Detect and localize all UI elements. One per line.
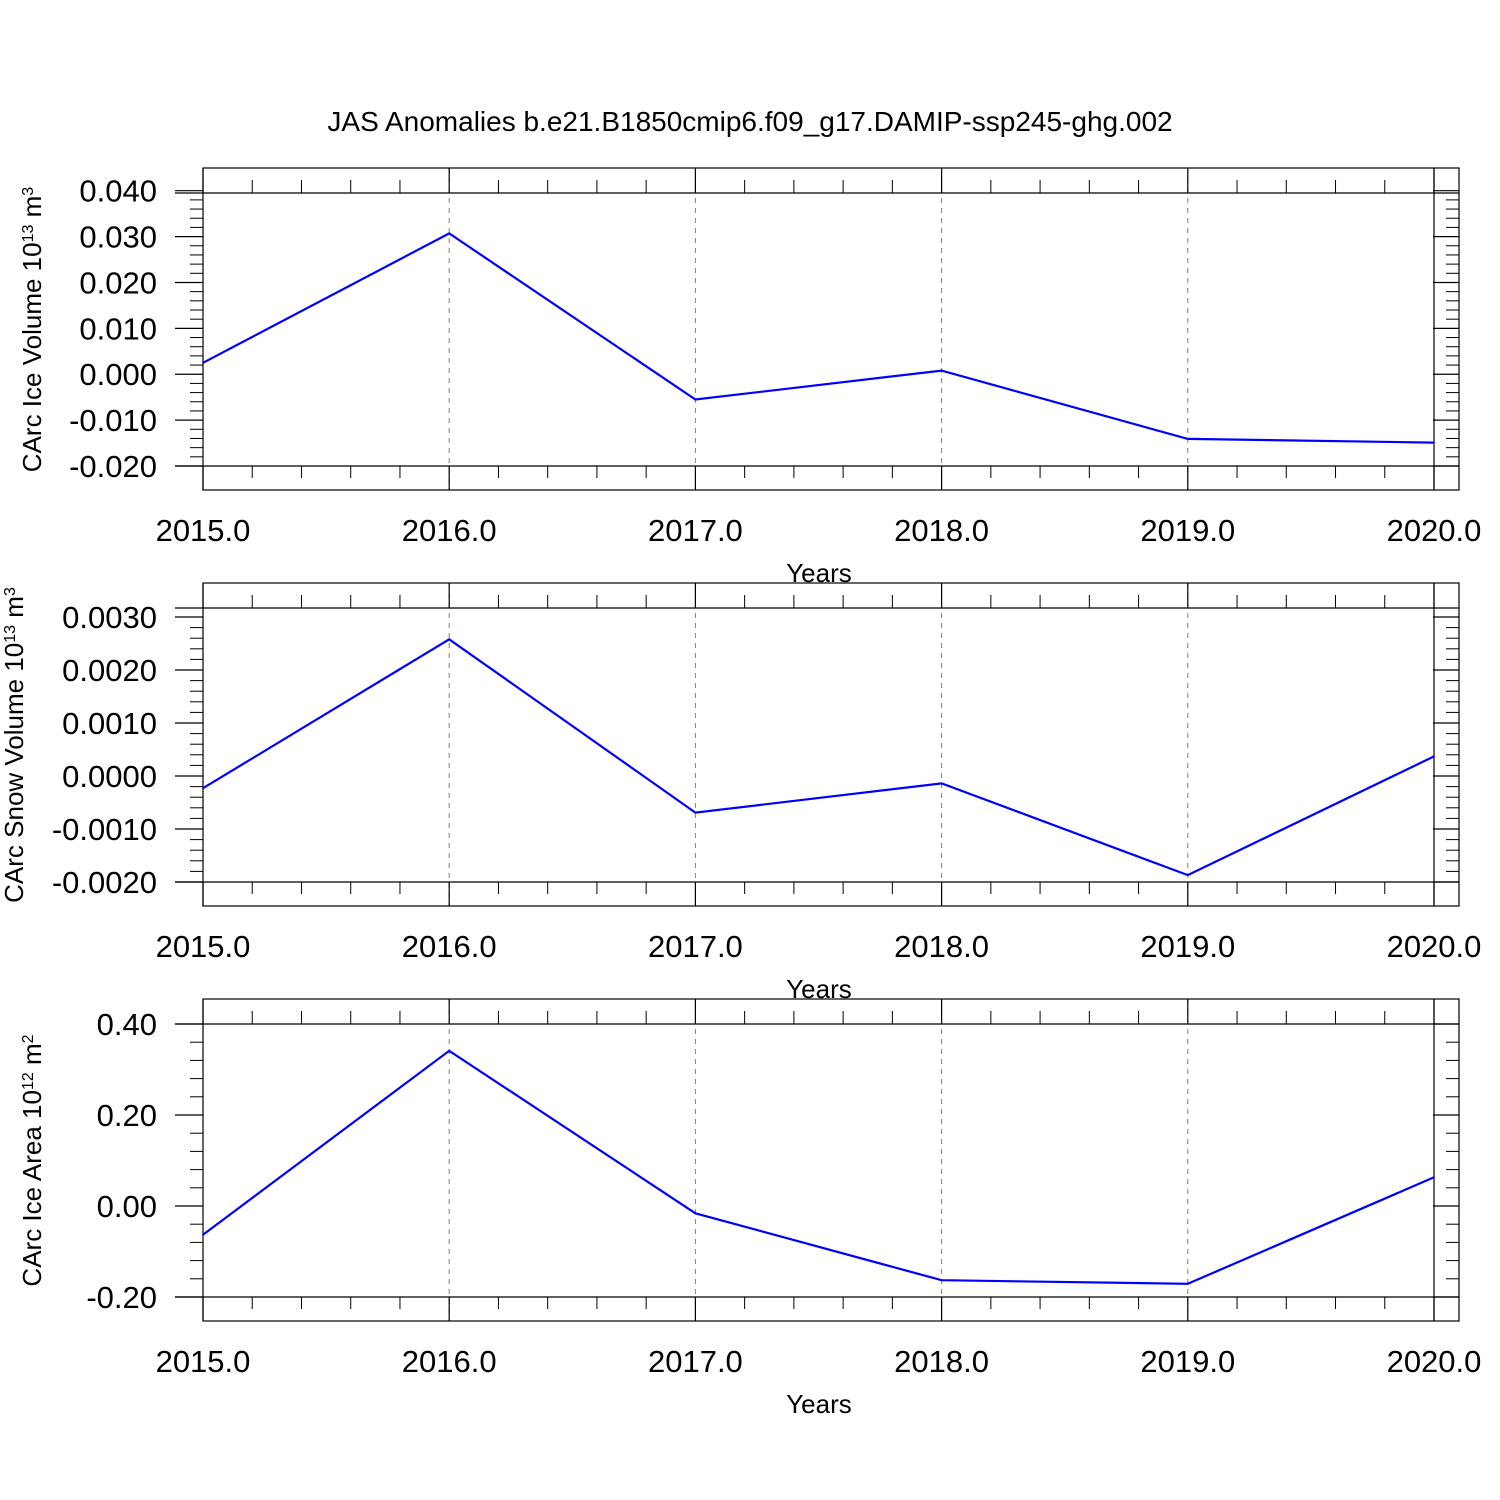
x-tick-label: 2015.0 [156, 513, 251, 548]
panel-2: -0.0020 -0.0010 0.0000 0.0010 0.0020 0.0030 20… [0, 582, 1482, 1004]
x-tick-label: 2020.0 [1387, 929, 1482, 964]
data-point [448, 638, 451, 641]
x-tick-label: 2019.0 [1140, 929, 1235, 964]
x-axis-label: Years [786, 1389, 852, 1419]
data-point [694, 1212, 697, 1215]
panels: -0.020 -0.010 0.000 0.010 0.020 0.030 0.040 201… [0, 167, 1482, 1419]
data-point [202, 361, 204, 364]
data-point [448, 232, 451, 235]
series-line [202, 1049, 1435, 1285]
y-tick-label: 0.0010 [62, 706, 157, 741]
y-tick-label: 0.040 [79, 174, 157, 209]
figure-title: JAS Anomalies b.e21.B1850cmip6.f09_g17.D… [327, 106, 1172, 137]
x-tick-label: 2019.0 [1140, 1344, 1235, 1379]
x-tick-label: 2016.0 [402, 1344, 497, 1379]
data-point [1186, 438, 1189, 440]
x-tick-label: 2018.0 [894, 1344, 989, 1379]
x-tick-label: 2020.0 [1387, 1344, 1482, 1379]
plot-frame [202, 998, 1460, 1322]
x-tick-label: 2017.0 [648, 929, 743, 964]
y-tick-label: -0.0010 [52, 812, 157, 847]
y-tick-label: 0.0020 [62, 653, 157, 688]
y-tick-label: -0.20 [86, 1280, 157, 1315]
x-tick-label: 2016.0 [402, 513, 497, 548]
data-point [1433, 1176, 1435, 1179]
panel-3: -0.20 0.00 0.20 0.40 2015.0 2016.0 2017.0 2018.… [17, 998, 1482, 1419]
y-tick-label: 0.000 [79, 357, 157, 392]
x-tick-label: 2016.0 [402, 929, 497, 964]
data-point [940, 1279, 943, 1282]
data-point [1186, 1282, 1189, 1285]
x-tick-label: 2017.0 [648, 513, 743, 548]
x-tick-label: 2017.0 [648, 1344, 743, 1379]
y-tick-label: -0.0020 [52, 865, 157, 900]
y-tick-label: 0.010 [79, 311, 157, 346]
y-tick-label: 0.20 [97, 1098, 157, 1133]
x-tick-label: 2015.0 [156, 929, 251, 964]
y-axis-label: CArc Ice Area 1012 m2 [17, 1034, 47, 1286]
x-tick-label: 2020.0 [1387, 513, 1482, 548]
y-axis-label: CArc Snow Volume 1013 m3 [0, 587, 29, 903]
y-tick-label: 0.030 [79, 220, 157, 255]
series-line [202, 637, 1435, 877]
x-tick-label: 2018.0 [894, 513, 989, 548]
x-tick-label: 2015.0 [156, 1344, 251, 1379]
plot-frame [202, 167, 1460, 491]
data-point [1186, 874, 1189, 877]
data-point [202, 1233, 204, 1236]
data-point [448, 1049, 451, 1052]
y-tick-label: -0.020 [69, 449, 157, 484]
y-tick-label: 0.0000 [62, 759, 157, 794]
y-tick-label: 0.00 [97, 1189, 157, 1224]
data-point [694, 811, 697, 814]
x-tick-label: 2019.0 [1140, 513, 1235, 548]
y-tick-label: 0.0030 [62, 600, 157, 635]
data-point [940, 782, 943, 785]
y-axis-label: CArc Ice Volume 1013 m3 [17, 187, 47, 472]
data-point [694, 398, 697, 401]
y-tick-label: 0.40 [97, 1007, 157, 1042]
x-tick-label: 2018.0 [894, 929, 989, 964]
panel-1: -0.020 -0.010 0.000 0.010 0.020 0.030 0.040 201… [17, 167, 1482, 588]
data-point [1433, 755, 1435, 758]
data-point [202, 787, 204, 790]
series-line [202, 232, 1435, 444]
data-point [1433, 441, 1435, 444]
y-tick-label: -0.010 [69, 403, 157, 438]
y-tick-label: 0.020 [79, 265, 157, 300]
data-point [940, 369, 943, 372]
